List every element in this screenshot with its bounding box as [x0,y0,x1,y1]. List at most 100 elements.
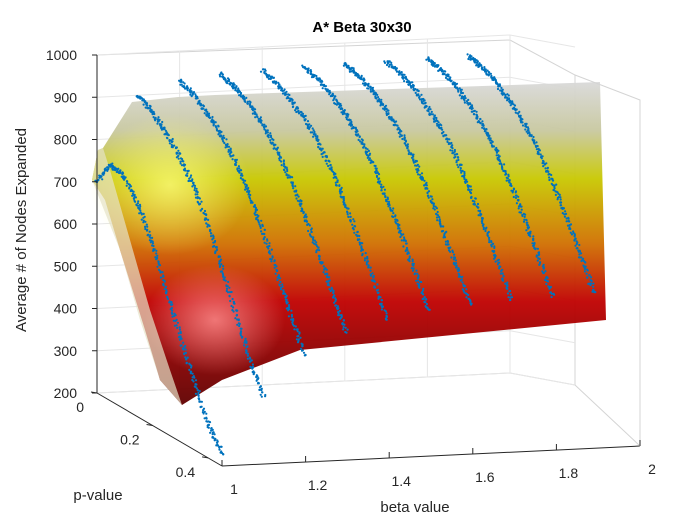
scatter-point [450,256,453,259]
scatter-point [484,227,487,230]
scatter-point [301,208,304,211]
scatter-point [192,91,196,94]
scatter-point [400,71,403,74]
scatter-point [490,74,493,77]
scatter-point [243,98,246,101]
scatter-point [159,271,162,274]
scatter-point [415,269,418,272]
scatter-point [183,85,186,89]
scatter-point [173,324,176,327]
scatter-point [395,70,399,73]
scatter-point [509,293,512,296]
scatter-curve [259,68,388,321]
scatter-point [517,195,520,198]
scatter-point [456,163,459,166]
scatter-point [194,392,197,395]
scatter-point [416,276,419,280]
scatter-point [248,356,251,359]
scatter-point [249,105,252,108]
scatter-curve [301,64,431,311]
scatter-point [190,90,193,93]
scatter-point [431,198,434,201]
scatter-point [347,207,350,210]
scatter-point [512,103,515,106]
scatter-point [495,154,498,157]
scatter-point [523,215,526,218]
scatter-point [369,266,372,269]
scatter-point [470,195,473,198]
scatter-point [346,328,349,331]
scatter-point [464,181,467,184]
scatter-point [496,82,499,85]
scatter-point [280,288,283,291]
scatter-point [469,185,472,188]
scatter-point [393,121,396,124]
scatter-point [436,210,439,214]
scatter-point [330,166,333,169]
scatter-point [146,104,149,107]
x-tick-label: 2 [648,461,656,477]
scatter-point [536,259,539,262]
scatter-point [333,301,336,304]
scatter-point [532,235,535,238]
scatter-point [103,172,106,175]
scatter-point [261,224,264,228]
scatter-curve [383,60,514,302]
scatter-point [464,97,467,100]
scatter-point [462,289,465,292]
scatter-point [270,76,273,79]
scatter-point [231,297,234,301]
scatter-series [94,53,597,456]
scatter-point [532,140,535,143]
scatter-point [502,275,505,278]
scatter-point [171,315,174,318]
scatter-point [291,184,294,187]
scatter-point [471,110,474,113]
scatter-point [246,102,249,105]
scatter-point [146,228,149,231]
scatter-point [306,123,309,126]
scatter-point [325,280,328,283]
x-tick-label: 1 [230,481,238,497]
scatter-point [336,179,339,182]
scatter-point [408,151,411,154]
x-axis-label: beta value [380,499,449,516]
scatter-point [227,80,231,83]
scatter-point [537,254,540,257]
scatter-point [270,136,273,139]
scatter-point [385,110,388,113]
scatter-point [483,130,486,133]
scatter-point [369,90,372,93]
scatter-point [326,89,329,92]
scatter-point [328,288,331,291]
scatter-point [168,142,171,145]
scatter-point [152,111,155,114]
scatter-point [126,182,129,185]
scatter-point [246,188,249,191]
scatter-point [524,124,527,127]
scatter-point [295,190,298,193]
scatter-point [487,135,491,138]
scatter-point [246,357,249,360]
scatter-point [321,83,324,86]
scatter-point [545,282,548,286]
scatter-point [243,344,246,347]
scatter-point [232,306,235,309]
scatter-point [246,352,249,355]
scatter-point [510,184,513,188]
scatter-point [475,110,478,113]
scatter-point [440,126,443,129]
scatter-point [220,270,224,273]
scatter-point [545,170,548,173]
scatter-point [340,314,343,317]
scatter-point [554,193,558,196]
scatter-point [360,245,363,248]
scatter-point [165,288,168,292]
scatter-point [183,164,186,167]
scatter-point [501,268,504,271]
scatter-point [459,279,462,282]
scatter-point [227,145,231,148]
scatter-point [234,317,237,320]
scatter-point [201,411,204,414]
scatter-point [211,121,214,124]
